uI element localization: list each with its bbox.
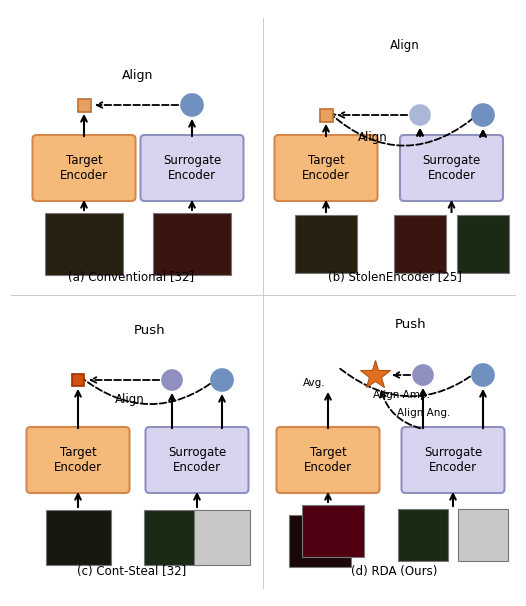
Text: (c) Cont-Steal [32]: (c) Cont-Steal [32] bbox=[77, 565, 186, 579]
Text: Target
Encoder: Target Encoder bbox=[302, 154, 350, 182]
Text: Push: Push bbox=[134, 324, 166, 336]
Text: Align: Align bbox=[390, 39, 419, 52]
Bar bbox=[457, 215, 509, 273]
Text: Align: Align bbox=[123, 68, 154, 81]
Text: (d) RDA (Ours): (d) RDA (Ours) bbox=[351, 565, 438, 579]
Bar bbox=[319, 108, 332, 121]
Bar bbox=[195, 510, 250, 565]
Bar bbox=[295, 215, 357, 273]
Text: Push: Push bbox=[394, 319, 426, 331]
Bar bbox=[45, 213, 123, 275]
Text: (a) Conventional [32]: (a) Conventional [32] bbox=[68, 271, 195, 284]
Text: Surrogate
Encoder: Surrogate Encoder bbox=[424, 446, 482, 474]
Circle shape bbox=[413, 365, 433, 385]
Bar bbox=[398, 509, 449, 561]
Text: Surrogate
Encoder: Surrogate Encoder bbox=[163, 154, 221, 182]
FancyBboxPatch shape bbox=[146, 427, 248, 493]
Circle shape bbox=[472, 364, 494, 386]
Bar bbox=[458, 509, 509, 561]
FancyBboxPatch shape bbox=[140, 135, 244, 201]
Circle shape bbox=[472, 104, 494, 126]
Circle shape bbox=[211, 369, 233, 391]
Bar bbox=[289, 515, 351, 567]
Bar bbox=[153, 213, 231, 275]
Circle shape bbox=[181, 94, 203, 116]
FancyBboxPatch shape bbox=[275, 135, 378, 201]
Circle shape bbox=[410, 105, 430, 125]
Text: (b) StolenEncoder [25]: (b) StolenEncoder [25] bbox=[328, 271, 461, 284]
Bar bbox=[393, 215, 447, 273]
Bar bbox=[46, 510, 110, 565]
Bar bbox=[77, 99, 90, 112]
Text: Align Ang.: Align Ang. bbox=[397, 408, 450, 418]
Text: Target
Encoder: Target Encoder bbox=[60, 154, 108, 182]
Text: Target
Encoder: Target Encoder bbox=[304, 446, 352, 474]
FancyBboxPatch shape bbox=[400, 135, 503, 201]
Text: Surrogate
Encoder: Surrogate Encoder bbox=[168, 446, 226, 474]
FancyBboxPatch shape bbox=[26, 427, 129, 493]
Bar bbox=[144, 510, 200, 565]
FancyBboxPatch shape bbox=[33, 135, 136, 201]
Text: Surrogate
Encoder: Surrogate Encoder bbox=[422, 154, 481, 182]
Bar bbox=[302, 505, 364, 557]
FancyBboxPatch shape bbox=[277, 427, 379, 493]
Bar bbox=[72, 374, 84, 386]
Circle shape bbox=[162, 370, 182, 390]
FancyBboxPatch shape bbox=[401, 427, 504, 493]
Text: Avg.: Avg. bbox=[304, 378, 326, 388]
Text: Target
Encoder: Target Encoder bbox=[54, 446, 102, 474]
Text: Align: Align bbox=[115, 393, 145, 407]
Text: Align: Align bbox=[358, 130, 388, 144]
Text: Align Amp.: Align Amp. bbox=[372, 390, 429, 400]
